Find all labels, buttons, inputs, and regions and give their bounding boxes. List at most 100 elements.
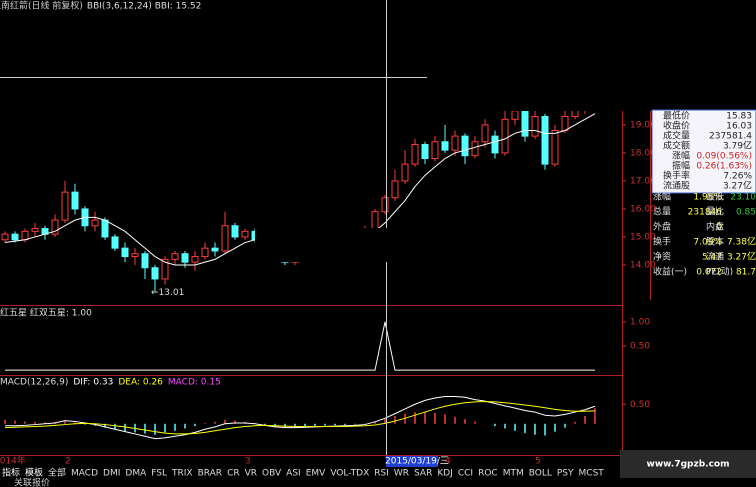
candle-body [31,228,39,232]
info-label: 成交量 [663,130,690,142]
quote-label: 股本 [706,236,724,248]
tab[interactable]: MTM [503,469,524,479]
tab[interactable]: CR [227,469,240,479]
plot: 14.00 15.00 16.00 17.00 18.00 19.00 ←13.01 江南红箭… [0,0,656,467]
panel-label: MACD(12,26,9) [0,378,68,388]
candle-body [511,110,519,120]
tab[interactable]: BOLL [529,469,552,479]
info-value: 16.03 [726,122,752,132]
tab[interactable]: BRAR [198,469,222,479]
quote-value: 0 [716,223,722,233]
candle-body [61,191,69,221]
candle-body [491,135,499,154]
info-label: 流通股 [663,180,690,192]
candle-body [451,135,459,151]
quote-value: 23.10 [730,193,756,203]
candle-body [471,141,479,157]
candle-body [11,233,19,241]
candle-body [541,116,549,165]
y-tick-label: 16.00 [630,204,656,214]
tab[interactable]: DMA [125,469,147,479]
tab[interactable]: VOL-TDX [330,469,369,479]
x-tick-label: 3 [245,457,251,467]
candle-body [191,256,199,263]
tab[interactable]: ASI [286,469,301,479]
info-label: 最低价 [663,110,690,122]
tab[interactable]: RSI [374,469,389,479]
tab[interactable]: PSY [557,469,574,479]
info-box [651,109,756,194]
candle-body [461,135,469,157]
tab[interactable]: VR [245,469,257,479]
tab[interactable]: MACD [71,469,98,479]
candle-body [391,180,399,199]
candle-body [521,110,529,137]
indicator-label: BBI(3,6,12,24) BBI: 15.52 [87,2,202,12]
date-highlight [386,456,438,467]
quote-label: 内盘 [706,221,724,233]
tab-bar-bg [0,467,620,478]
quote-label: 收益(一) [653,266,687,278]
candle-body [151,267,159,280]
signal-line [5,321,595,371]
candle-body [221,225,229,252]
info-label: 收盘价 [663,120,690,132]
tab[interactable]: WR [394,469,409,479]
tab[interactable]: 模板 [25,467,43,479]
candle-body [141,253,149,269]
tab[interactable]: MCST [579,469,605,479]
quote-label: 净资 [653,251,671,263]
panel-label: 红五星 红双五星: 1.00 [0,307,92,319]
quote-value: 0.85 [736,208,756,218]
tab[interactable]: 指标 [2,467,20,479]
candle-body [501,118,509,154]
dif-line [5,395,596,440]
candle-body [441,141,449,151]
chart-title: 江南红箭(日线 前复权) [0,0,83,12]
quote-value: 231846 [688,208,723,218]
info-value: 237581.4 [709,132,752,142]
y-tick-label: 18.00 [630,148,656,158]
tab[interactable]: DMI [103,469,120,479]
x-tick-label: 5 [535,457,541,467]
watermark: www.7gpzb.com [647,460,730,470]
annotation: ←13.01 [151,288,184,298]
candle-body [121,247,129,258]
censor-box [255,228,505,262]
dea-line [4,401,596,435]
candle-body [421,144,429,160]
candle-body [231,225,239,238]
candle-body [401,163,409,182]
tab[interactable]: OBV [262,469,282,479]
candle-body [21,230,29,241]
tab[interactable]: SAR [414,469,432,479]
candle-body [531,116,539,137]
quote-value: 81.7 [736,268,756,278]
candle-body [111,236,119,249]
tab[interactable]: FSL [151,469,167,479]
candle-body [381,197,389,213]
y-tick-label: 19.00 [630,120,656,130]
quote-label: 流通 [706,251,724,263]
candle-body [181,253,189,263]
tab[interactable]: CCI [458,469,473,479]
panel-label: DIF: 0.33 [73,378,113,388]
info-label: 换手率 [663,170,690,182]
tab[interactable]: TRIX [171,469,193,479]
tab[interactable]: EMV [306,469,326,479]
candle-body [551,130,559,165]
tab[interactable]: 全部 [48,467,66,479]
quote-value: 0.072 [696,268,722,278]
candle-body [411,144,419,165]
tab[interactable]: KDJ [437,469,453,479]
tab-bar: 指标 模板 全部 MACD DMI DMA FSL TRIX BRAR CR VR OBV ASI EMV… [0,467,620,479]
tab[interactable]: ROC [478,469,498,479]
y-tick-label: 0.50 [630,400,650,410]
y-tick-label: 0.50 [630,342,650,352]
x-tick-label: 4 [445,457,451,467]
candle-body [561,116,569,132]
quote-label: 换手 [653,236,671,248]
